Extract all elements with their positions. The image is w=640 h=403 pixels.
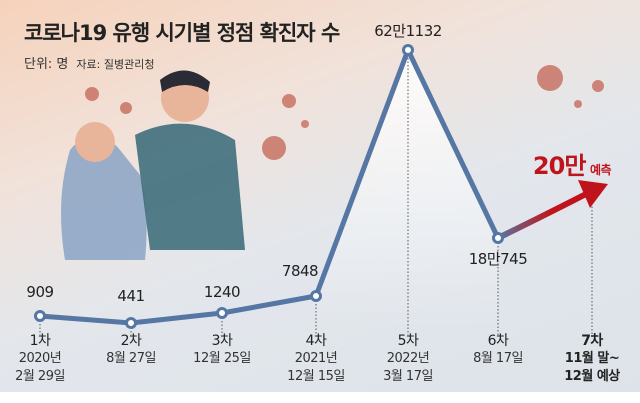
virus-icon [537, 65, 563, 91]
wave-label: 3차 [211, 333, 233, 349]
unit-label: 단위: 명 [24, 57, 69, 72]
x-tick-label: 3차 12월 25일 [193, 332, 251, 386]
source-label: 자료: 질병관리청 [76, 58, 155, 71]
date-label: 8월 27일 [106, 351, 156, 366]
chart-subtitle: 단위: 명 자료: 질병관리청 [24, 53, 154, 72]
person-woman-head [75, 122, 115, 162]
data-label: 909 [26, 283, 54, 301]
date-label [106, 368, 156, 386]
data-point [310, 290, 322, 302]
data-point [216, 307, 228, 319]
chart-title: 코로나19 유행 시기별 정점 확진자 수 [24, 21, 340, 45]
x-tick-label: 5차 2022년 3월 17일 [383, 332, 433, 386]
date-label: 12월 25일 [193, 351, 251, 366]
person-woman [61, 135, 147, 260]
virus-icon [301, 120, 309, 128]
wave-label: 1차 [29, 333, 51, 349]
wave-label: 2차 [120, 333, 142, 349]
data-label: 18만745 [468, 250, 528, 268]
date-label: 12월 15일 [287, 369, 345, 384]
forecast-suffix: 예측 [589, 163, 612, 177]
x-tick-label: 7차 11월 말~ 12월 예상 [564, 332, 620, 386]
virus-icon [85, 87, 99, 101]
date-label: 3월 17일 [383, 369, 433, 384]
date-label [193, 368, 251, 386]
data-point [125, 317, 137, 329]
data-point [492, 232, 504, 244]
wave-label: 6차 [487, 333, 509, 349]
forecast-arrow [496, 191, 588, 241]
x-tick-label: 4차 2021년 12월 15일 [287, 332, 345, 386]
forecast-label: 20만 예측 [532, 146, 612, 181]
person-man [135, 123, 245, 250]
people-illustration [61, 70, 245, 260]
date-label: 12월 예상 [564, 369, 620, 384]
peak-highlight [316, 50, 498, 330]
data-label: 62만1132 [374, 22, 442, 40]
data-point [34, 310, 46, 322]
date-label: 2021년 [294, 351, 338, 366]
date-label: 2022년 [386, 351, 430, 366]
series-line [39, 47, 501, 326]
x-tick-label: 6차 8월 17일 [473, 332, 523, 386]
date-label: 11월 말~ [564, 351, 620, 366]
date-label [473, 368, 523, 386]
wave-label: 5차 [397, 333, 419, 349]
virus-icon [282, 94, 296, 108]
virus-decorations [85, 65, 604, 160]
date-label: 8월 17일 [473, 351, 523, 366]
data-point [402, 44, 414, 56]
x-tick-label: 2차 8월 27일 [106, 332, 156, 386]
date-label: 2월 29일 [15, 369, 65, 384]
data-label: 1240 [203, 283, 241, 301]
virus-icon [574, 100, 582, 108]
forecast-value: 20만 [532, 152, 586, 180]
data-label: 7848 [281, 262, 319, 280]
x-tick-label: 1차 2020년 2월 29일 [15, 332, 65, 386]
virus-icon [262, 136, 286, 160]
wave-label: 4차 [305, 333, 327, 349]
bottom-strip [0, 392, 640, 403]
virus-icon [120, 102, 132, 114]
date-label: 2020년 [18, 351, 62, 366]
data-label: 441 [117, 287, 145, 305]
wave-label: 7차 [581, 333, 603, 349]
forecast-arrow-head [578, 180, 608, 208]
virus-icon [592, 80, 604, 92]
